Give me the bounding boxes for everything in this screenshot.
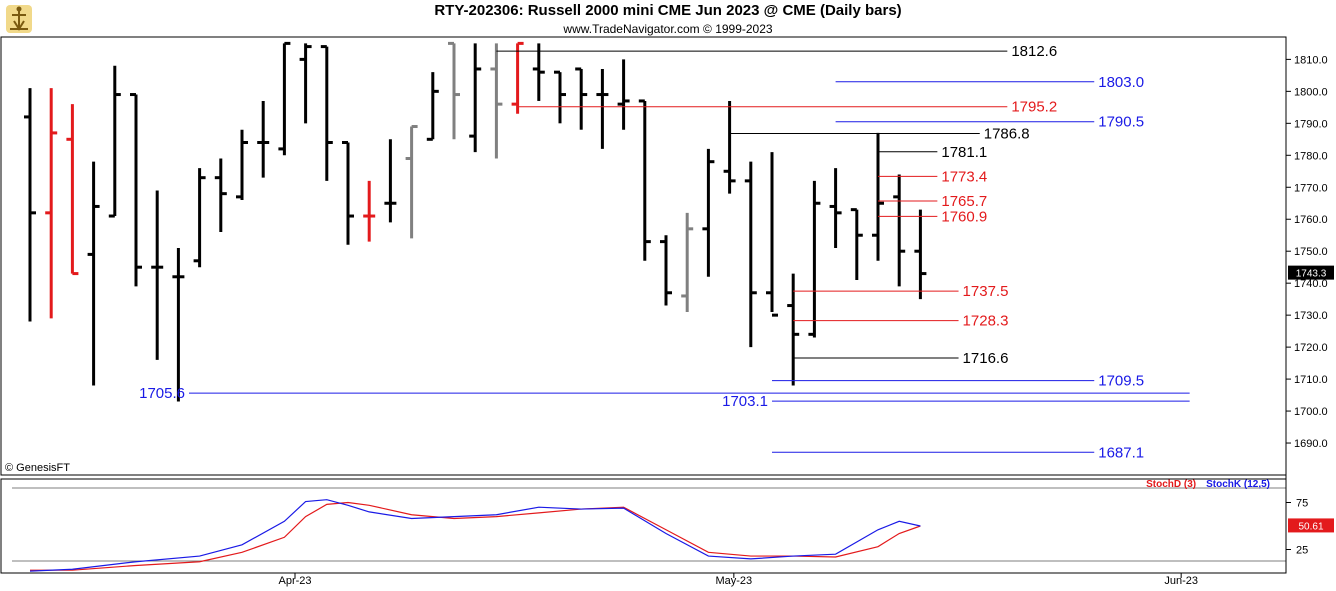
ohlc-bar [363,180,376,242]
ohlc-bar [829,168,842,249]
stoch-legend-label: StochD (3) [1146,479,1196,490]
level-label: 1773.4 [941,168,987,185]
x-tick-label: Jun-23 [1164,575,1198,587]
ohlc-bar [723,100,736,194]
stoch-series-line [30,501,921,571]
ohlc-bar [893,174,906,287]
ohlc-bar [130,93,142,287]
copyright-label: © GenesisFT [5,462,70,474]
ohlc-bar [914,209,927,300]
level-label: 1790.5 [1098,114,1144,131]
ohlc-bar [278,41,291,156]
ohlc-bar [236,129,248,201]
last-price-label: 1743.3 [1296,269,1327,280]
y-tick-label: 1780.0 [1294,150,1328,162]
level-label: 1795.2 [1011,99,1057,116]
y-tick-label: 1740.0 [1294,278,1328,290]
ohlc-bar [24,88,36,322]
ohlc-bar [787,273,800,386]
ohlc-bar [257,100,270,178]
y-tick-label: 1790.0 [1294,118,1328,130]
level-label: 1760.9 [941,208,987,225]
ohlc-bar [490,43,503,159]
ohlc-bar [108,65,121,218]
ohlc-bar [766,152,778,317]
ohlc-bar [66,104,79,276]
level-label: 1737.5 [963,283,1009,300]
genesis-logo-icon [6,5,32,33]
ohlc-bar [151,190,164,360]
ohlc-bar [45,88,58,319]
y-tick-label: 1690.0 [1294,438,1328,450]
level-label: 1728.3 [963,313,1009,330]
stoch-tick-label: 25 [1296,545,1308,557]
level-label: 1716.6 [963,350,1009,367]
ohlc-bar [426,72,439,141]
ohlc-bar [320,45,333,181]
y-tick-label: 1770.0 [1294,182,1328,194]
y-tick-label: 1710.0 [1294,374,1328,386]
ohlc-bar [532,43,545,101]
level-label: 1687.1 [1098,444,1144,461]
ohlc-bar [638,99,651,261]
stoch-tick-label: 75 [1296,498,1308,510]
level-label: 1803.0 [1098,74,1144,91]
ohlc-bar [384,139,397,223]
ohlc-bar [342,141,354,245]
ohlc-bar [193,168,206,268]
stoch-value-label: 50.61 [1298,521,1323,532]
stoch-legend-label: StochK (12,5) [1206,479,1270,490]
ohlc-bar [214,158,227,233]
ohlc-bar [405,125,418,239]
ohlc-bar [702,148,715,277]
level-label: 1703.1 [722,393,768,410]
chart-subtitle: www.TradeNavigator.com © 1999-2023 [563,22,773,36]
ohlc-bar [850,208,863,280]
level-label: 1786.8 [984,126,1030,143]
y-tick-label: 1760.0 [1294,214,1328,226]
indicator-plot-frame [0,478,1287,574]
level-label: 1705.6 [139,385,185,402]
ohlc-bar [299,43,312,124]
ohlc-bar [744,161,757,348]
y-tick-label: 1800.0 [1294,86,1328,98]
y-tick-label: 1700.0 [1294,406,1328,418]
level-label: 1812.6 [1011,43,1057,60]
level-label: 1781.1 [941,144,987,161]
ohlc-bar [575,67,588,130]
x-tick-label: Apr-23 [278,575,311,587]
ohlc-bar [554,70,566,124]
ohlc-bar [596,68,609,149]
ohlc-bar [808,180,821,338]
y-tick-label: 1750.0 [1294,246,1328,258]
ohlc-bar [617,59,630,130]
stoch-series-line [29,499,921,572]
last-price-badge [1288,265,1334,280]
chart-title: RTY-202306: Russell 2000 mini CME Jun 20… [434,2,902,19]
level-label: 1765.7 [941,193,987,210]
level-label: 1709.5 [1098,373,1144,390]
ohlc-bar [87,161,100,386]
stoch-value-badge [1288,518,1334,533]
y-tick-label: 1810.0 [1294,54,1328,66]
y-tick-label: 1720.0 [1294,342,1328,354]
ohlc-bar [448,41,460,140]
x-tick-label: May-23 [715,575,752,587]
ohlc-bar [660,235,672,306]
ohlc-bar [172,248,185,402]
ohlc-bar [511,41,524,114]
ohlc-bar [469,43,482,153]
ohlc-bar [872,132,884,261]
y-tick-label: 1730.0 [1294,310,1328,322]
ohlc-bar [681,212,694,312]
